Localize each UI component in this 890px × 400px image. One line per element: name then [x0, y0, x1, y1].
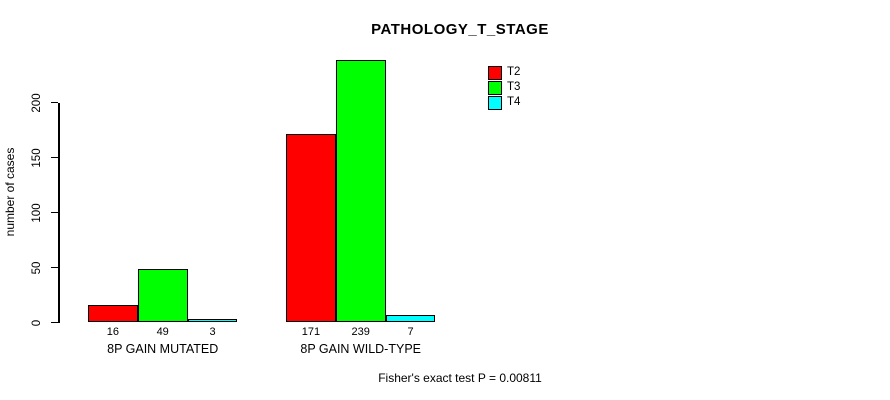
legend: T2 T3 T4 — [488, 65, 520, 110]
legend-swatch-icon — [488, 65, 502, 80]
legend-item-t2: T2 — [488, 65, 520, 80]
y-tick — [51, 321, 58, 324]
category-label: 8P GAIN WILD-TYPE — [300, 342, 422, 356]
legend-label: T3 — [507, 81, 521, 93]
y-axis-line — [58, 102, 60, 323]
legend-item-t3: T3 — [488, 80, 520, 95]
y-tick-label: 200 — [31, 92, 43, 113]
bar-t2-1 — [88, 304, 138, 323]
bar-value-label: 3 — [209, 326, 216, 338]
bar-value-label: 239 — [351, 326, 370, 338]
y-tick — [51, 156, 58, 159]
legend-swatch-icon — [488, 80, 502, 95]
stat-annotation: Fisher's exact test P = 0.00811 — [378, 371, 542, 385]
category-label: 8P GAIN MUTATED — [107, 342, 219, 356]
y-tick — [51, 211, 58, 214]
legend-swatch-icon — [488, 95, 502, 110]
legend-label: T4 — [507, 96, 521, 108]
y-tick — [51, 101, 58, 104]
chart-title: PATHOLOGY_T_STAGE — [371, 21, 549, 38]
y-tick — [51, 266, 58, 269]
bar-value-label: 16 — [106, 326, 120, 338]
bar-value-label: 7 — [407, 326, 414, 338]
bar-t4-1 — [187, 319, 238, 323]
bar-t4-2 — [385, 314, 436, 323]
y-tick-label: 100 — [31, 202, 43, 223]
bar-value-label: 49 — [156, 326, 169, 338]
legend-label: T2 — [507, 66, 521, 78]
bar-t2-2 — [286, 134, 336, 323]
bar-value-label: 171 — [301, 326, 321, 338]
y-tick-label: 150 — [31, 147, 43, 168]
legend-item-t4: T4 — [488, 95, 520, 110]
bar-t3-2 — [335, 59, 386, 323]
y-tick-label: 50 — [31, 261, 43, 274]
y-tick-label: 0 — [31, 319, 43, 326]
y-axis-label: number of cases — [3, 147, 17, 237]
bar-t3-1 — [137, 268, 188, 323]
